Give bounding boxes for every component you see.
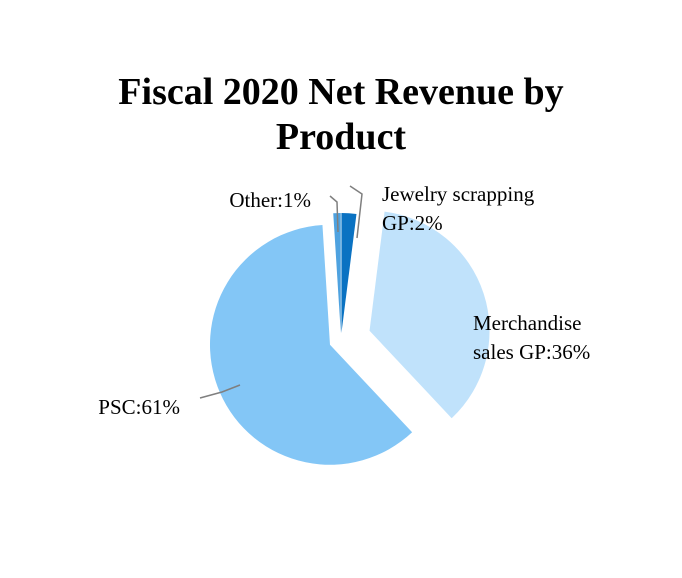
slice-label-other: Other:1% — [229, 188, 311, 212]
pie-slice-jewelry-scrapping-gp — [341, 213, 357, 334]
chart-title-line-2: Product — [275, 116, 407, 158]
leader-line-jewelry-scrapping-gp — [349, 185, 363, 239]
pie-slice-merchandise-sales-gp — [369, 211, 490, 419]
pie-slice-psc — [209, 225, 413, 465]
slice-label-psc: PSC:61% — [98, 395, 180, 419]
leader-line-psc — [199, 384, 241, 399]
chart-title: Fiscal 2020 Net Revenue by Product — [0, 70, 682, 160]
pie-slice-other — [333, 213, 341, 334]
chart-title-line-1: Fiscal 2020 Net Revenue by — [118, 71, 564, 113]
leader-line-other — [329, 195, 339, 233]
slice-label-jewelry-scrapping-gp: Jewelry scrapping GP:2% — [382, 182, 535, 235]
slice-label-merchandise-sales-gp: Merchandise sales GP:36% — [473, 311, 590, 364]
